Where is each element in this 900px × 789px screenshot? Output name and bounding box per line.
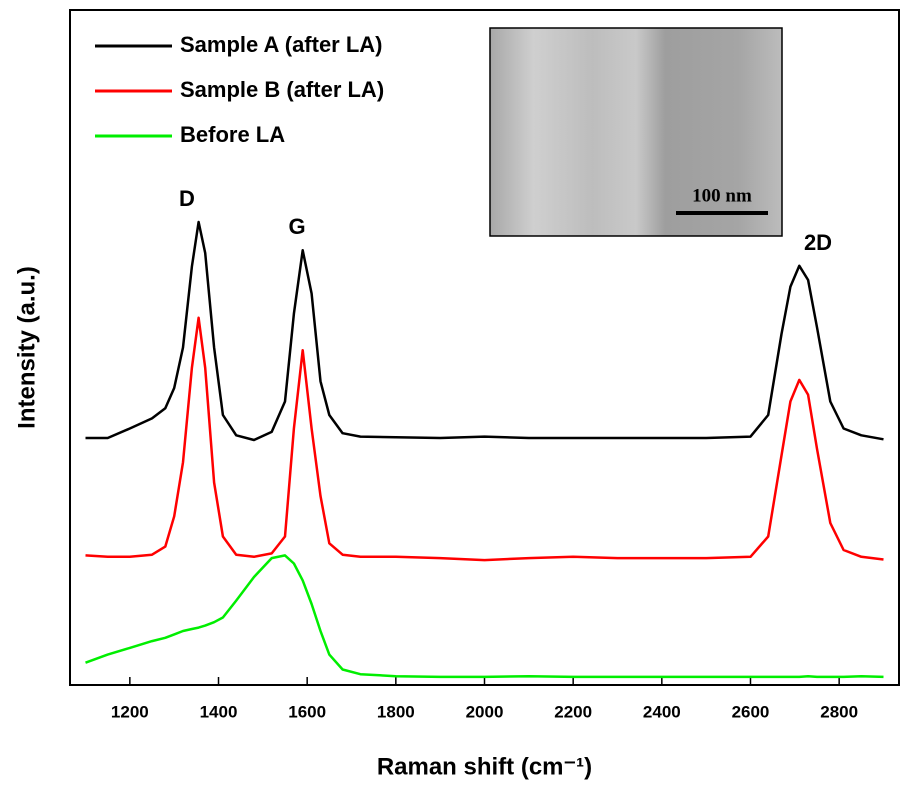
x-tick-label: 2400 xyxy=(643,702,681,721)
peak-label: G xyxy=(288,214,305,239)
x-tick-label: 2000 xyxy=(466,702,504,721)
x-tick-label: 1600 xyxy=(288,702,326,721)
x-tick-label: 1200 xyxy=(111,702,149,721)
x-axis-label: Raman shift (cm⁻¹) xyxy=(377,753,592,780)
x-tick-label: 2200 xyxy=(554,702,592,721)
series-line xyxy=(85,220,884,442)
x-tick-label: 2800 xyxy=(820,702,858,721)
series-line xyxy=(85,554,884,679)
peak-label: 2D xyxy=(804,230,832,255)
inset: 100 nm xyxy=(489,27,783,237)
y-axis-label: Intensity (a.u.) xyxy=(13,266,40,429)
x-tick-label: 1800 xyxy=(377,702,415,721)
x-tick-label: 1400 xyxy=(200,702,238,721)
legend-label: Before LA xyxy=(180,122,285,147)
legend-label: Sample B (after LA) xyxy=(180,77,384,102)
series-line xyxy=(85,316,884,562)
scale-label: 100 nm xyxy=(692,185,752,206)
inset-image xyxy=(489,27,783,237)
x-tick-label: 2600 xyxy=(732,702,770,721)
peak-label: D xyxy=(179,186,195,211)
legend-label: Sample A (after LA) xyxy=(180,32,383,57)
